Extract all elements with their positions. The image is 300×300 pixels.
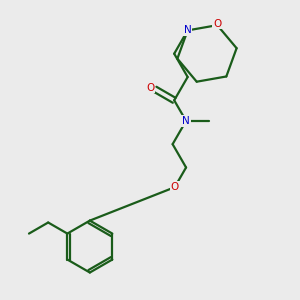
Text: O: O xyxy=(170,182,179,192)
Text: O: O xyxy=(146,82,154,93)
Text: N: N xyxy=(182,116,190,126)
Text: N: N xyxy=(184,26,191,35)
Text: O: O xyxy=(213,19,221,28)
